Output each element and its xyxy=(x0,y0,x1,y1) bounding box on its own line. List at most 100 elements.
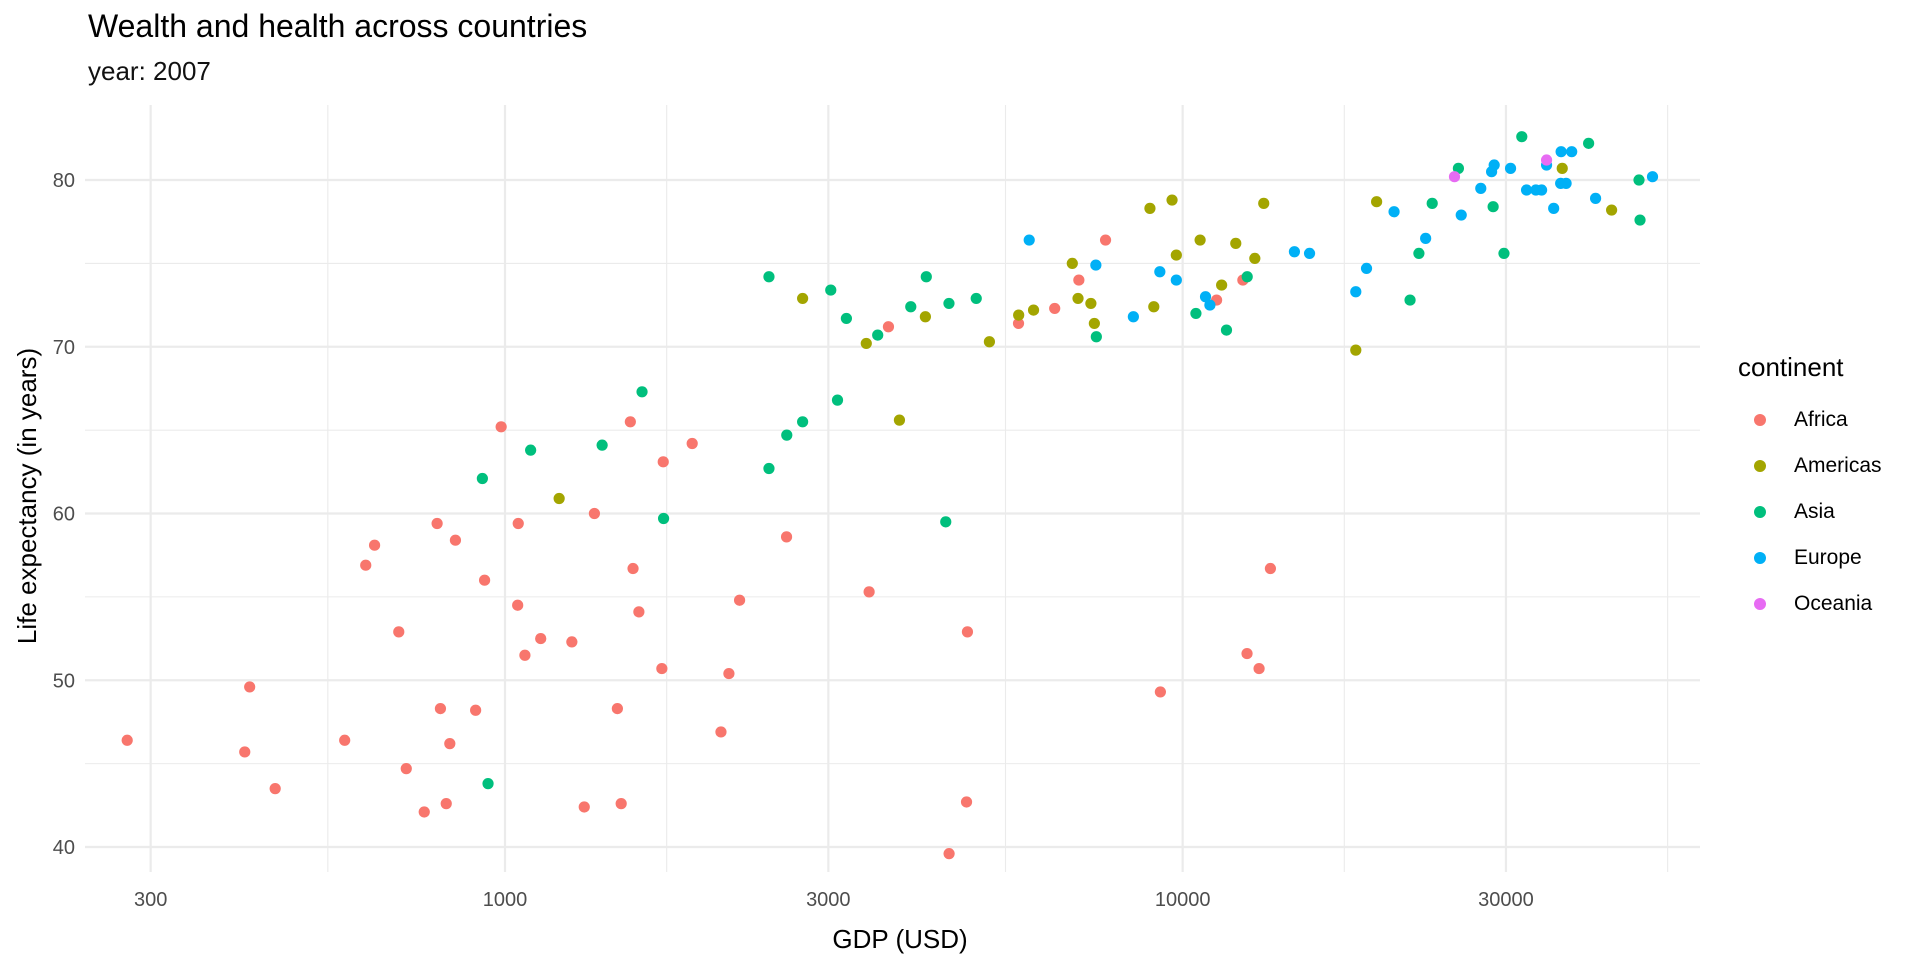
data-point-americas xyxy=(1066,257,1078,270)
data-point-europe xyxy=(1199,291,1212,303)
data-point-europe xyxy=(1589,192,1602,204)
x-tick-label: 30000 xyxy=(1478,889,1534,911)
data-point-europe xyxy=(1475,182,1487,194)
data-point-europe xyxy=(1303,247,1316,259)
data-point-africa xyxy=(440,798,452,810)
data-point-asia xyxy=(1241,271,1253,283)
legend-key xyxy=(1754,552,1766,564)
y-tick-label: 80 xyxy=(53,170,75,192)
data-point-asia xyxy=(1090,331,1102,343)
data-point-asia xyxy=(920,271,932,283)
point-layer xyxy=(121,131,1659,860)
data-point-oceania xyxy=(1540,154,1553,166)
data-point-europe xyxy=(1204,299,1216,311)
data-point-africa xyxy=(780,531,793,543)
legend-label: Oceania xyxy=(1794,592,1873,615)
data-point-asia xyxy=(596,439,608,451)
data-point-africa xyxy=(444,738,456,750)
y-tick-label: 60 xyxy=(53,504,75,526)
data-point-asia xyxy=(657,512,670,525)
legend-key xyxy=(1754,598,1766,610)
chart-title: Wealth and health across countries xyxy=(88,8,588,44)
data-point-asia xyxy=(1413,247,1425,259)
data-point-africa xyxy=(961,626,974,638)
data-point-europe xyxy=(1488,159,1500,171)
data-point-americas xyxy=(1085,297,1097,310)
legend-title: continent xyxy=(1738,352,1844,382)
chart-subtitle: year: 2007 xyxy=(88,56,211,86)
y-tick-label: 70 xyxy=(53,337,75,359)
data-point-africa xyxy=(1241,647,1253,660)
data-point-americas xyxy=(1606,204,1618,216)
data-point-africa xyxy=(656,662,668,675)
data-point-americas xyxy=(1216,279,1228,291)
data-point-asia xyxy=(1498,247,1510,259)
data-point-europe xyxy=(1388,206,1400,218)
data-point-asia xyxy=(872,329,884,341)
data-point-europe xyxy=(1455,209,1467,221)
data-point-asia xyxy=(825,284,837,296)
y-tick-label: 40 xyxy=(53,837,75,859)
legend-key xyxy=(1754,460,1766,472)
data-point-americas xyxy=(983,336,996,348)
data-point-africa xyxy=(588,507,601,520)
legend-label: Asia xyxy=(1794,500,1835,523)
data-point-europe xyxy=(1127,311,1139,323)
data-point-africa xyxy=(943,848,955,860)
data-point-americas xyxy=(1148,301,1160,313)
data-point-africa xyxy=(1099,234,1112,246)
data-point-americas xyxy=(1258,197,1270,209)
data-point-africa xyxy=(121,734,133,746)
data-point-africa xyxy=(624,416,636,428)
data-point-africa xyxy=(495,421,507,433)
data-point-asia xyxy=(525,444,537,456)
data-point-africa xyxy=(657,456,669,468)
data-point-americas xyxy=(1249,252,1261,264)
data-point-africa xyxy=(400,763,412,775)
legend-label: Africa xyxy=(1794,408,1848,431)
data-point-americas xyxy=(1556,162,1568,174)
data-point-americas xyxy=(1013,309,1025,321)
data-point-asia xyxy=(831,394,844,406)
data-point-europe xyxy=(1350,286,1362,298)
data-point-asia xyxy=(1633,174,1645,186)
data-point-europe xyxy=(1566,146,1578,158)
data-point-africa xyxy=(611,702,623,715)
legend-item-asia: Asia xyxy=(1738,489,1882,535)
data-point-americas xyxy=(1194,234,1206,246)
data-point-asia xyxy=(1516,131,1528,143)
data-point-asia xyxy=(1190,307,1202,320)
data-point-africa xyxy=(434,702,447,715)
data-point-asia xyxy=(1426,197,1438,209)
data-point-asia xyxy=(797,416,809,428)
data-point-asia xyxy=(840,312,852,325)
legend-key xyxy=(1754,414,1766,426)
x-tick-label: 3000 xyxy=(806,889,851,911)
legend-items: Africa Americas Asia Europe Oceania xyxy=(1738,397,1882,627)
data-point-africa xyxy=(627,562,639,575)
data-point-africa xyxy=(519,649,531,661)
data-point-africa xyxy=(1264,562,1277,575)
data-point-europe xyxy=(1154,266,1166,278)
data-point-americas xyxy=(1088,317,1100,330)
data-point-asia xyxy=(1634,214,1646,226)
data-point-africa xyxy=(578,801,590,813)
data-point-africa xyxy=(512,599,524,611)
data-point-europe xyxy=(1548,202,1560,214)
data-point-europe xyxy=(1288,246,1301,258)
data-point-americas xyxy=(860,337,872,350)
legend-key xyxy=(1754,506,1766,518)
data-point-africa xyxy=(512,517,524,530)
data-point-europe xyxy=(1504,162,1517,174)
data-point-europe xyxy=(1560,177,1572,189)
data-point-africa xyxy=(1012,317,1025,330)
data-point-europe xyxy=(1536,184,1548,196)
data-point-africa xyxy=(715,726,727,738)
data-point-africa xyxy=(239,746,251,758)
data-point-americas xyxy=(1072,292,1084,305)
legend-item-africa: Africa xyxy=(1738,397,1882,443)
data-point-europe xyxy=(1170,274,1182,286)
data-point-africa xyxy=(368,539,381,551)
data-point-americas xyxy=(1144,202,1156,214)
